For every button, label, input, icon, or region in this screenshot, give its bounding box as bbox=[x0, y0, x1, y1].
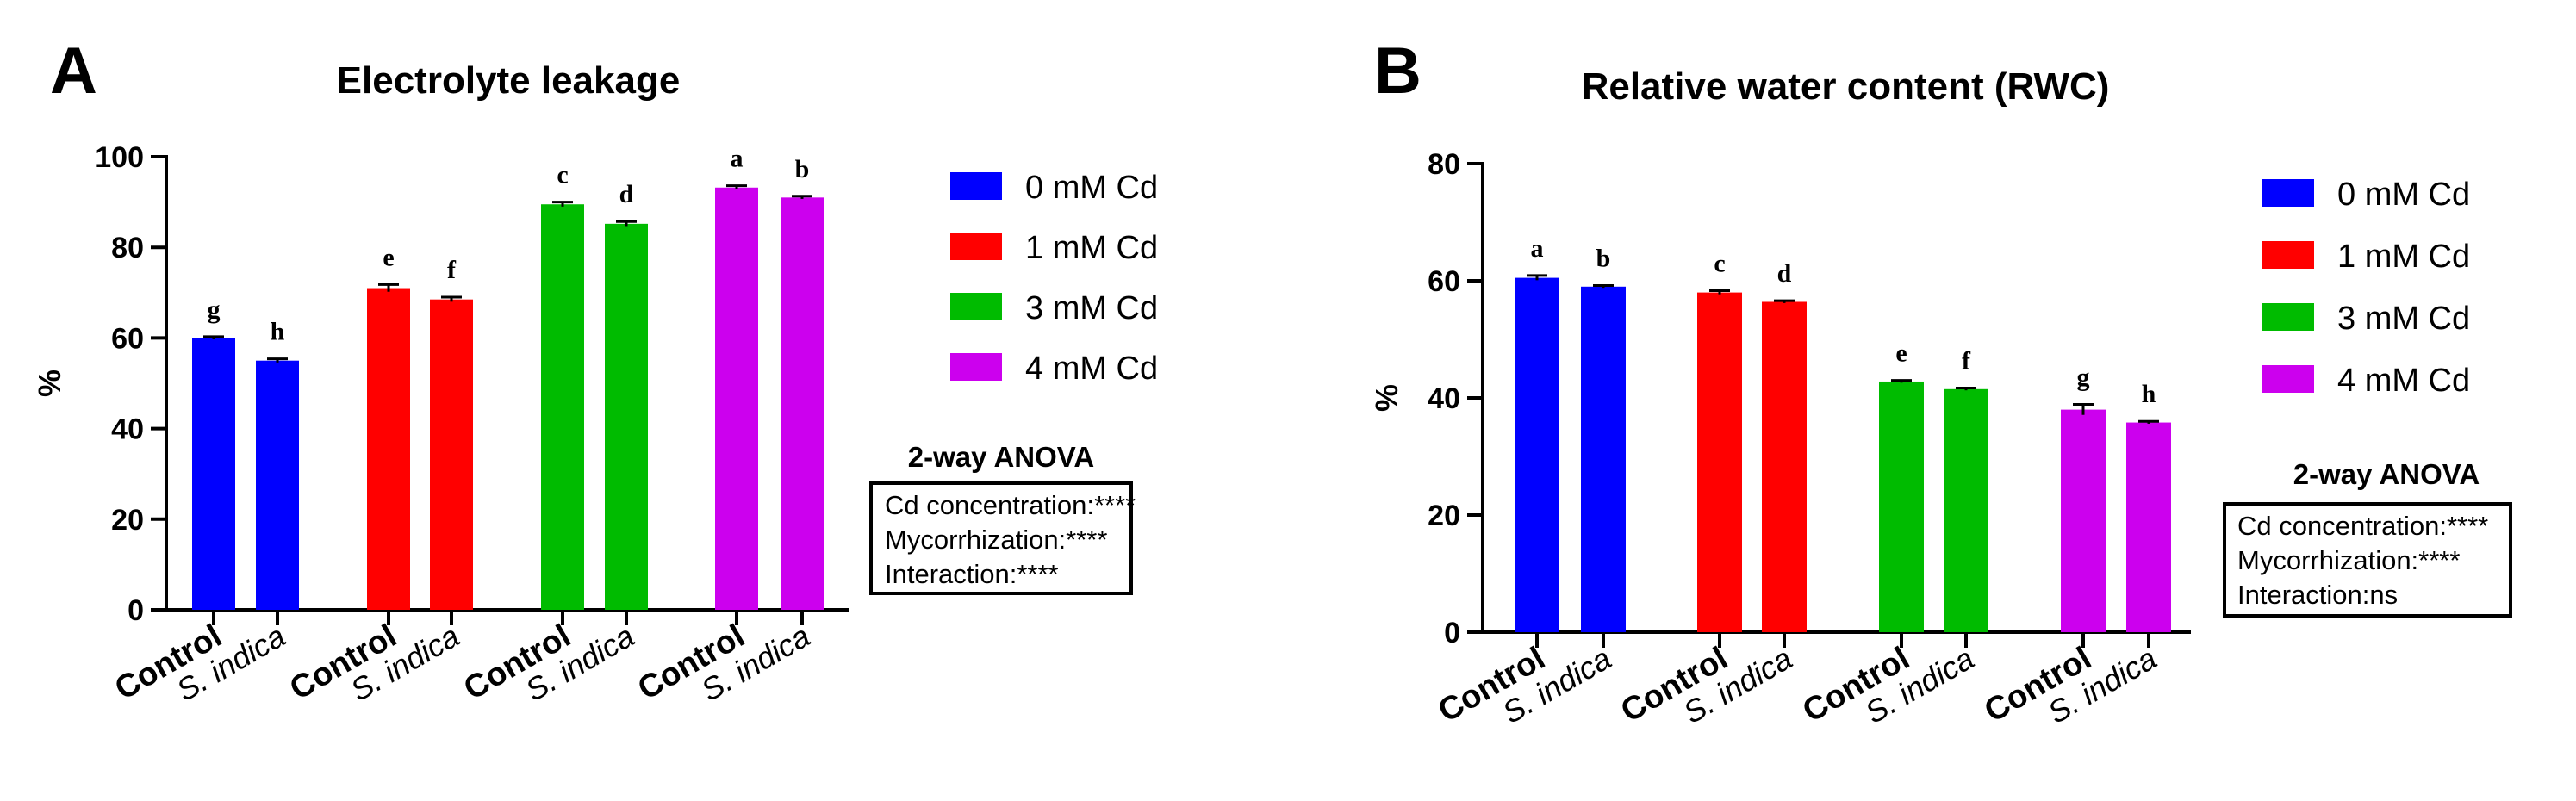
legend-swatch-0mm bbox=[2262, 179, 2314, 207]
y-tick-label: 80 bbox=[111, 232, 144, 264]
legend-label-4mm: 4 mM Cd bbox=[2337, 363, 2470, 399]
panel-a-legend: 0 mM Cd 1 mM Cd 3 mM Cd 4 mM Cd bbox=[950, 170, 1158, 387]
y-tick-label: 20 bbox=[111, 504, 144, 537]
legend-label-3mm: 3 mM Cd bbox=[1025, 290, 1158, 326]
y-tick-label: 40 bbox=[111, 413, 144, 446]
anova-box bbox=[2223, 502, 2512, 618]
bar bbox=[1762, 301, 1807, 632]
panel-b-title: Relative water content (RWC) bbox=[1582, 65, 2110, 108]
significance-letter: a bbox=[731, 145, 744, 173]
anova-line: Mycorrhization:**** bbox=[885, 525, 1107, 555]
significance-letter: a bbox=[1531, 234, 1544, 263]
y-tick-label: 60 bbox=[1428, 265, 1460, 298]
bar bbox=[1515, 277, 1559, 632]
significance-letter: g bbox=[2077, 363, 2090, 391]
legend-label-4mm: 4 mM Cd bbox=[1025, 351, 1158, 387]
anova-box bbox=[869, 481, 1133, 595]
legend-swatch-0mm bbox=[950, 172, 1002, 200]
anova-line: Cd concentration:**** bbox=[885, 490, 1136, 520]
legend-label-1mm: 1 mM Cd bbox=[1025, 230, 1158, 266]
legend-swatch-1mm bbox=[2262, 241, 2314, 269]
y-tick-label: 0 bbox=[1444, 617, 1460, 649]
legend-label-1mm: 1 mM Cd bbox=[2337, 239, 2470, 275]
bar bbox=[605, 223, 648, 610]
panel-b-ylabel: % bbox=[1369, 384, 1404, 412]
significance-letter: h bbox=[271, 318, 285, 346]
bar bbox=[541, 204, 584, 611]
panel-a-ylabel: % bbox=[32, 369, 67, 397]
panel-a-letter: A bbox=[50, 34, 97, 108]
significance-letter: d bbox=[1777, 259, 1792, 288]
legend-swatch-3mm bbox=[2262, 303, 2314, 331]
legend-label-3mm: 3 mM Cd bbox=[2337, 301, 2470, 337]
legend-swatch-3mm bbox=[950, 293, 1002, 320]
legend-label-0mm: 0 mM Cd bbox=[2337, 177, 2470, 213]
panel-b: B Relative water content (RWC) % 0 20 40 60… bbox=[1369, 34, 2512, 730]
bar bbox=[367, 288, 410, 610]
bar bbox=[192, 338, 235, 610]
legend-swatch-4mm bbox=[2262, 365, 2314, 393]
panel-a: A Electrolyte leakage % 020406080100gCon… bbox=[32, 34, 1158, 708]
y-tick-label: 80 bbox=[1428, 148, 1460, 181]
panel-b-letter: B bbox=[1374, 34, 1422, 108]
significance-letter: b bbox=[795, 155, 810, 183]
significance-letter: b bbox=[1596, 244, 1611, 272]
anova-line: Cd concentration:**** bbox=[2237, 511, 2488, 541]
legend-swatch-1mm bbox=[950, 233, 1002, 260]
bar bbox=[1879, 381, 1924, 632]
bar bbox=[1944, 388, 1988, 632]
y-tick-label: 40 bbox=[1428, 382, 1460, 415]
significance-letter: e bbox=[1895, 339, 1907, 368]
bar bbox=[256, 360, 299, 610]
panel-b-legend: 0 mM Cd 1 mM Cd 3 mM Cd 4 mM Cd bbox=[2262, 177, 2470, 399]
significance-letter: h bbox=[2142, 380, 2156, 408]
y-tick-label: 0 bbox=[128, 594, 144, 627]
y-tick-label: 60 bbox=[111, 322, 144, 355]
bar bbox=[1697, 292, 1742, 632]
significance-letter: f bbox=[447, 256, 457, 284]
significance-letter: e bbox=[383, 243, 394, 271]
bar bbox=[2126, 422, 2171, 632]
bar bbox=[715, 187, 758, 610]
anova-title: 2-way ANOVA bbox=[908, 441, 1094, 473]
anova-line: Interaction:**** bbox=[885, 559, 1059, 589]
significance-letter: c bbox=[1714, 250, 1725, 278]
panel-b-anova: 2-way ANOVA Cd concentration:**** Mycorr… bbox=[2223, 458, 2512, 618]
y-tick-label: 100 bbox=[95, 141, 144, 174]
bar bbox=[2061, 409, 2106, 632]
significance-letter: c bbox=[557, 161, 568, 189]
anova-line: Mycorrhization:**** bbox=[2237, 545, 2460, 575]
bar bbox=[1581, 286, 1626, 632]
bar bbox=[781, 197, 824, 610]
significance-letter: d bbox=[619, 180, 634, 208]
panel-a-title: Electrolyte leakage bbox=[337, 59, 681, 102]
significance-letter: f bbox=[1962, 346, 1971, 375]
y-tick-label: 20 bbox=[1428, 500, 1460, 532]
anova-title: 2-way ANOVA bbox=[2293, 458, 2480, 490]
bar bbox=[430, 299, 473, 610]
legend-swatch-4mm bbox=[950, 353, 1002, 381]
panel-a-anova: 2-way ANOVA Cd concentration:**** Mycorr… bbox=[869, 441, 1136, 595]
anova-line: Interaction:ns bbox=[2237, 580, 2398, 610]
significance-letter: g bbox=[208, 295, 221, 324]
legend-label-0mm: 0 mM Cd bbox=[1025, 170, 1158, 206]
